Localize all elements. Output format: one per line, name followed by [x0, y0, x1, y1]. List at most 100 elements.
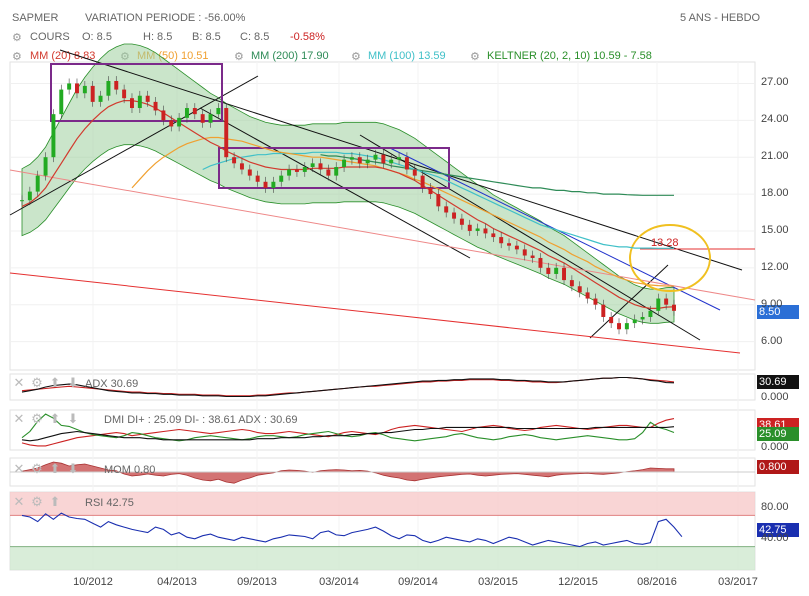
- arrow-up-icon[interactable]: ⬆: [49, 375, 61, 390]
- gear-icon[interactable]: ⚙: [470, 51, 480, 63]
- candle-body: [271, 181, 276, 188]
- consolidation-box: [50, 63, 223, 122]
- mom-area: [21, 461, 675, 484]
- candle-body: [98, 95, 103, 102]
- candle-body: [90, 85, 95, 102]
- candle-body: [239, 163, 244, 170]
- candle-body: [255, 175, 260, 182]
- y-tick-label: 27.00: [761, 76, 789, 89]
- y-tick-label: 9.00: [761, 297, 783, 310]
- candle-body: [137, 95, 142, 109]
- close-icon[interactable]: ✕: [13, 411, 25, 426]
- dmi-plus-line: [21, 413, 675, 442]
- candle-body: [20, 200, 24, 202]
- candle-body: [664, 298, 669, 305]
- x-tick-label: 03/2014: [319, 576, 359, 588]
- candle-body: [169, 120, 174, 127]
- rsi-oversold-zone: [10, 546, 755, 570]
- candle-body: [287, 169, 292, 176]
- dmi-plus-badge: 25.09: [757, 427, 799, 441]
- candle-body: [208, 114, 213, 123]
- candle-body: [436, 194, 441, 207]
- candle-body: [51, 114, 56, 158]
- candle-body: [263, 181, 268, 188]
- gear-icon[interactable]: ⚙: [12, 32, 22, 44]
- trendline: [199, 107, 471, 259]
- legend-mm100: MM (100) 13.59: [368, 50, 446, 62]
- rsi-line: [21, 512, 683, 548]
- candle-body: [318, 163, 323, 170]
- arrow-down-icon[interactable]: ⬇: [67, 411, 79, 426]
- candle-body: [365, 159, 370, 164]
- gear-icon[interactable]: ⚙: [31, 375, 43, 390]
- candle-body: [279, 175, 284, 182]
- candle-body: [538, 257, 543, 268]
- gear-icon[interactable]: ⚙: [351, 51, 361, 63]
- gear-icon[interactable]: ⚙: [31, 461, 43, 476]
- candle-body: [153, 101, 158, 111]
- candle-body: [43, 157, 48, 176]
- arrow-down-icon[interactable]: ⬇: [67, 461, 79, 476]
- x-tick-label: 09/2013: [237, 576, 277, 588]
- mom-toolbar: ✕ ⚙ ⬆ ⬇: [12, 462, 80, 476]
- candle-body: [491, 233, 496, 238]
- candle-body: [247, 169, 252, 176]
- gear-icon[interactable]: ⚙: [12, 51, 22, 63]
- x-tick-label: 09/2014: [398, 576, 438, 588]
- close-icon[interactable]: ✕: [13, 375, 25, 390]
- grid: [9, 61, 756, 571]
- gear-icon[interactable]: ⚙: [31, 494, 43, 509]
- close-icon[interactable]: ✕: [13, 494, 25, 509]
- gear-icon[interactable]: ⚙: [234, 51, 244, 63]
- trendline: [359, 134, 701, 341]
- indicator-panels: [10, 376, 755, 570]
- legend-mm20: MM (20) 8.83: [30, 50, 96, 62]
- rsi-current-badge: 42.75: [757, 523, 799, 537]
- legend-change: -0.58%: [290, 31, 325, 43]
- candle-body: [617, 323, 621, 330]
- candle-body: [184, 108, 189, 118]
- close-icon[interactable]: ✕: [13, 461, 25, 476]
- candle-body: [145, 95, 150, 102]
- symbol-title: SAPMER: [12, 12, 59, 24]
- candle-body: [373, 154, 378, 160]
- price-current-badge: 8.50: [757, 305, 799, 319]
- trendline: [9, 75, 259, 216]
- candle-body: [656, 298, 661, 311]
- candle-body: [585, 292, 590, 299]
- candle-body: [648, 310, 653, 317]
- rsi-overbought-zone: [10, 492, 755, 516]
- legend-close: C: 8.5: [240, 31, 270, 43]
- candle-body: [530, 255, 535, 258]
- candle-body: [67, 83, 72, 90]
- x-tick-label: 04/2013: [157, 576, 197, 588]
- candle-body: [624, 323, 629, 330]
- dmi-minus-line: [21, 418, 675, 447]
- arrow-up-icon[interactable]: ⬆: [49, 494, 61, 509]
- x-tick-label: 03/2017: [718, 576, 758, 588]
- x-tick-label: 12/2015: [558, 576, 598, 588]
- candle-body: [632, 319, 637, 324]
- arrow-down-icon[interactable]: ⬇: [67, 375, 79, 390]
- y-tick-label: 6.00: [761, 334, 783, 347]
- candle-body: [672, 304, 676, 311]
- rsi-label: RSI 42.75: [85, 497, 134, 509]
- arrow-up-icon[interactable]: ⬆: [49, 411, 61, 426]
- arrow-up-icon[interactable]: ⬆: [49, 461, 61, 476]
- candle-body: [59, 89, 64, 115]
- period-selector[interactable]: 5 ANS - HEBDO: [680, 12, 761, 24]
- candle-body: [483, 228, 488, 234]
- candle-body: [459, 218, 464, 225]
- adx-current-badge: 30.69: [757, 375, 799, 389]
- candle-body: [302, 167, 307, 172]
- gear-icon[interactable]: ⚙: [31, 411, 43, 426]
- candle-body: [357, 157, 362, 164]
- candle-body: [577, 286, 582, 293]
- y-tick-label: 24.00: [761, 113, 789, 126]
- candle-body: [75, 83, 79, 94]
- candle-body: [562, 267, 567, 281]
- candle-body: [192, 108, 197, 115]
- candle-body: [404, 157, 409, 170]
- candle-body: [224, 108, 229, 158]
- candle-body: [507, 243, 512, 246]
